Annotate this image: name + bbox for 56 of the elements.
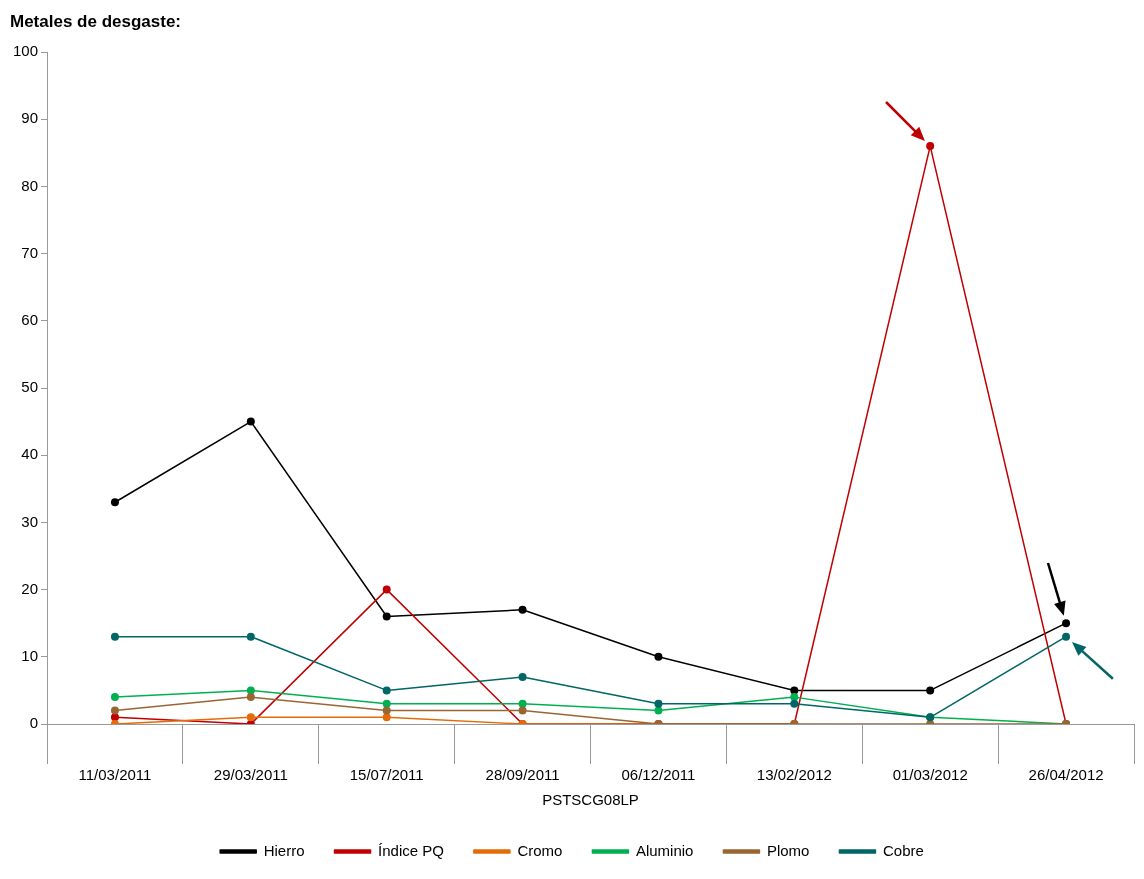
x-tick-label: 28/09/2011: [485, 766, 560, 784]
point: [382, 699, 391, 708]
y-tick-label: 10: [21, 646, 39, 664]
point: [382, 686, 391, 695]
point: [518, 672, 527, 681]
y-tick-label: 90: [21, 109, 39, 127]
point: [926, 142, 935, 151]
x-tick-label: 15/07/2011: [349, 766, 424, 784]
point: [654, 699, 663, 708]
point: [518, 699, 527, 708]
point: [246, 713, 255, 722]
point: [518, 706, 527, 715]
y-tick-label: 0: [29, 714, 39, 732]
x-tick-label: 06/12/2011: [621, 766, 696, 784]
point: [518, 605, 527, 614]
point: [382, 706, 391, 715]
y-tick-label: 60: [21, 310, 39, 328]
x-tick-label: 29/03/2011: [213, 766, 288, 784]
point: [790, 693, 799, 702]
point: [790, 699, 799, 708]
x-tick-label: 11/03/2011: [78, 766, 152, 784]
x-tick-label: 01/03/2012: [892, 766, 968, 784]
y-tick-label: 80: [21, 176, 39, 194]
y-tick-label: 50: [21, 378, 39, 396]
y-tick-label: 100: [13, 42, 39, 60]
point: [926, 686, 935, 695]
x-axis-title: PSTSCG08LP: [542, 791, 639, 809]
x-tick-label: 13/02/2012: [756, 766, 832, 784]
point: [1062, 619, 1071, 628]
point: [382, 713, 391, 722]
point: [382, 612, 391, 621]
legend-label: Índice PQ: [378, 841, 444, 859]
point: [110, 632, 119, 641]
legend-label: Aluminio: [635, 841, 694, 859]
point: [654, 706, 663, 715]
chart-title: Metales de desgaste:: [10, 12, 182, 32]
point: [654, 652, 663, 661]
y-tick-label: 30: [21, 512, 39, 530]
point: [246, 632, 255, 641]
point: [790, 686, 799, 695]
x-tick-label: 26/04/2012: [1028, 766, 1104, 784]
point: [110, 706, 119, 715]
legend-label: Hierro: [263, 841, 305, 859]
legend-label: Plomo: [766, 841, 810, 859]
legend-label: Cromo: [517, 841, 563, 859]
point: [110, 498, 119, 507]
point: [110, 693, 119, 702]
point: [246, 417, 255, 426]
point: [382, 585, 391, 594]
point: [246, 693, 255, 702]
y-tick-label: 20: [21, 579, 39, 597]
y-tick-label: 70: [21, 243, 39, 261]
point: [246, 686, 255, 695]
legend-label: Cobre: [882, 841, 924, 859]
y-tick-label: 40: [21, 445, 39, 463]
point: [1062, 632, 1071, 641]
